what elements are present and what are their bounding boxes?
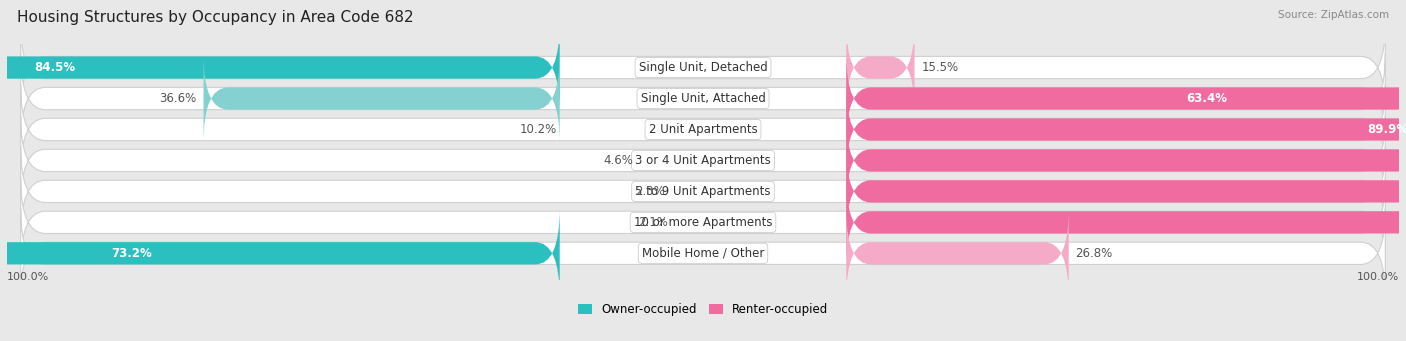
FancyBboxPatch shape: [21, 116, 1385, 205]
FancyBboxPatch shape: [21, 178, 1385, 267]
Text: Source: ZipAtlas.com: Source: ZipAtlas.com: [1278, 10, 1389, 20]
Text: 10.2%: 10.2%: [520, 123, 557, 136]
FancyBboxPatch shape: [0, 209, 560, 298]
Text: 73.2%: 73.2%: [111, 247, 152, 260]
Text: 100.0%: 100.0%: [1357, 271, 1399, 282]
Text: 3 or 4 Unit Apartments: 3 or 4 Unit Apartments: [636, 154, 770, 167]
Text: 26.8%: 26.8%: [1076, 247, 1112, 260]
Text: Single Unit, Attached: Single Unit, Attached: [641, 92, 765, 105]
FancyBboxPatch shape: [846, 116, 1406, 205]
Text: 10 or more Apartments: 10 or more Apartments: [634, 216, 772, 229]
FancyBboxPatch shape: [21, 209, 1385, 298]
Text: 2.3%: 2.3%: [636, 185, 665, 198]
Text: 36.6%: 36.6%: [159, 92, 197, 105]
Text: 89.9%: 89.9%: [1368, 123, 1406, 136]
FancyBboxPatch shape: [846, 54, 1406, 143]
FancyBboxPatch shape: [21, 147, 1385, 236]
FancyBboxPatch shape: [21, 85, 1385, 174]
Legend: Owner-occupied, Renter-occupied: Owner-occupied, Renter-occupied: [578, 303, 828, 316]
FancyBboxPatch shape: [846, 23, 914, 112]
Text: Housing Structures by Occupancy in Area Code 682: Housing Structures by Occupancy in Area …: [17, 10, 413, 25]
Text: 84.5%: 84.5%: [34, 61, 76, 74]
FancyBboxPatch shape: [0, 23, 560, 112]
Text: Single Unit, Detached: Single Unit, Detached: [638, 61, 768, 74]
Text: Mobile Home / Other: Mobile Home / Other: [641, 247, 765, 260]
FancyBboxPatch shape: [846, 147, 1406, 236]
Text: 5 to 9 Unit Apartments: 5 to 9 Unit Apartments: [636, 185, 770, 198]
FancyBboxPatch shape: [21, 23, 1385, 112]
Text: 2 Unit Apartments: 2 Unit Apartments: [648, 123, 758, 136]
FancyBboxPatch shape: [846, 209, 1069, 298]
FancyBboxPatch shape: [204, 54, 560, 143]
Text: 63.4%: 63.4%: [1187, 92, 1227, 105]
Text: 2.1%: 2.1%: [638, 216, 668, 229]
FancyBboxPatch shape: [846, 85, 1406, 174]
Text: 15.5%: 15.5%: [921, 61, 959, 74]
FancyBboxPatch shape: [21, 54, 1385, 143]
Text: 100.0%: 100.0%: [7, 271, 49, 282]
FancyBboxPatch shape: [846, 178, 1406, 267]
Text: 4.6%: 4.6%: [603, 154, 633, 167]
